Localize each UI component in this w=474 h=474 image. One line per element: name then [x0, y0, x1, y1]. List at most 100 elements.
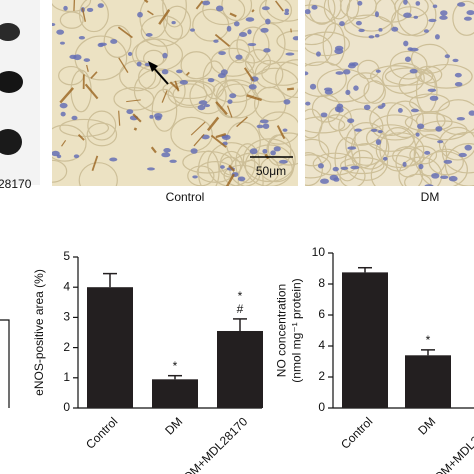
cell — [52, 159, 68, 183]
cell — [386, 100, 424, 139]
nucleus — [202, 0, 211, 6]
stain — [226, 105, 233, 118]
stain — [77, 134, 85, 141]
nucleus — [220, 165, 225, 169]
nucleus — [305, 71, 309, 76]
nucleus — [357, 0, 363, 6]
nucleus — [315, 51, 321, 57]
stain — [246, 94, 263, 102]
cell — [221, 0, 253, 22]
cell — [276, 30, 298, 52]
cell — [363, 80, 386, 104]
nucleus — [260, 27, 269, 33]
nucleus — [262, 123, 270, 129]
y-tick-label: 10 — [312, 245, 326, 259]
stain — [150, 146, 157, 154]
cell — [305, 138, 330, 167]
cell — [389, 50, 428, 80]
bar — [342, 272, 388, 408]
cell — [265, 0, 298, 22]
nucleus — [444, 54, 451, 59]
scale-bar-label: 50μm — [256, 164, 286, 178]
nucleus — [311, 4, 318, 10]
nucleus — [218, 51, 226, 56]
stain — [81, 7, 87, 22]
nucleus — [336, 107, 344, 113]
nucleus — [423, 29, 429, 33]
cell — [228, 39, 251, 64]
nucleus — [305, 101, 311, 106]
nucleus — [413, 15, 419, 19]
y-tick-label: 8 — [318, 276, 325, 290]
nucleus — [334, 48, 344, 55]
cell — [339, 0, 377, 20]
panel-label: DM — [421, 190, 440, 204]
nucleus — [73, 154, 80, 159]
stain — [161, 90, 168, 103]
cell — [212, 79, 256, 103]
cell — [78, 162, 118, 186]
nucleus — [56, 29, 65, 35]
blot-label: 28170 — [0, 177, 32, 191]
cell — [162, 0, 187, 28]
nucleus — [452, 58, 459, 63]
nucleus — [256, 124, 264, 129]
cell — [162, 79, 216, 100]
nucleus — [265, 18, 271, 25]
cell — [343, 14, 393, 38]
nucleus — [176, 69, 183, 74]
nucleus — [233, 21, 240, 27]
cell — [379, 127, 417, 172]
cell — [87, 110, 117, 141]
cell — [409, 145, 438, 165]
cell — [398, 156, 443, 186]
cell — [327, 0, 351, 20]
stain — [174, 80, 180, 92]
nucleus — [83, 58, 91, 62]
y-tick-label: 4 — [63, 279, 70, 293]
cell — [305, 154, 332, 179]
x-tick-label: Control — [83, 414, 120, 451]
nucleus — [97, 42, 104, 48]
nucleus — [59, 102, 68, 109]
significance-mark: * — [173, 359, 178, 373]
cell — [397, 0, 437, 37]
nucleus — [463, 16, 472, 21]
cell — [151, 88, 178, 132]
nucleus — [270, 150, 276, 156]
cell — [334, 136, 361, 182]
nucleus — [52, 150, 60, 157]
cell — [236, 26, 270, 64]
stain — [118, 57, 129, 73]
cell — [218, 156, 242, 178]
nucleus — [63, 5, 68, 11]
x-tick-label: DM — [162, 414, 185, 437]
nucleus — [190, 148, 198, 154]
cell — [322, 22, 346, 66]
nucleus — [227, 99, 233, 104]
nucleus — [126, 109, 134, 115]
stain — [91, 155, 99, 172]
cell — [375, 132, 425, 169]
stain — [228, 164, 236, 172]
nucleus — [169, 159, 177, 163]
nucleus — [358, 28, 365, 33]
significance-mark: * — [238, 289, 243, 303]
arrow — [148, 61, 169, 85]
nucleus — [161, 152, 171, 158]
nucleus — [229, 93, 237, 99]
nucleus — [145, 33, 153, 37]
nucleus — [309, 83, 317, 90]
nucleus — [238, 31, 248, 38]
nucleus — [198, 100, 208, 105]
nucleus — [427, 88, 437, 93]
cell — [202, 0, 246, 26]
blot — [0, 0, 40, 185]
nucleus — [374, 11, 379, 18]
nucleus — [440, 175, 449, 180]
stain — [185, 71, 190, 76]
micrograph-control — [52, 0, 298, 186]
nucleus — [464, 144, 473, 151]
cell — [202, 60, 227, 100]
nucleus — [273, 146, 281, 152]
